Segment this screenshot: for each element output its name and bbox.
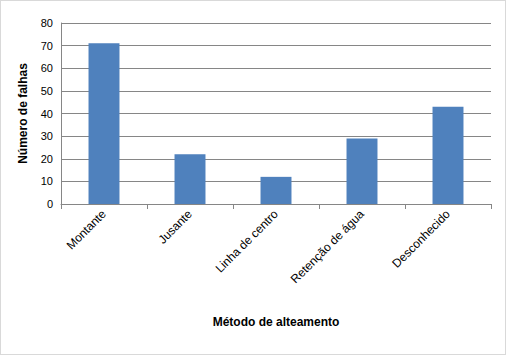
svg-text:20: 20 <box>41 153 53 165</box>
svg-text:Número de falhas: Número de falhas <box>16 63 30 164</box>
svg-text:Retenção de água: Retenção de água <box>288 207 367 286</box>
svg-text:Jusante: Jusante <box>155 207 195 247</box>
svg-text:Método de alteamento: Método de alteamento <box>213 315 340 329</box>
svg-text:Montante: Montante <box>64 207 109 252</box>
svg-text:Linha de centro: Linha de centro <box>213 207 282 276</box>
svg-text:40: 40 <box>41 108 53 120</box>
svg-text:60: 60 <box>41 62 53 74</box>
svg-text:Desconhecido: Desconhecido <box>389 207 453 271</box>
svg-text:50: 50 <box>41 85 53 97</box>
svg-text:70: 70 <box>41 40 53 52</box>
svg-text:30: 30 <box>41 130 53 142</box>
svg-text:0: 0 <box>47 198 53 210</box>
svg-text:80: 80 <box>41 17 53 29</box>
svg-text:10: 10 <box>41 175 53 187</box>
